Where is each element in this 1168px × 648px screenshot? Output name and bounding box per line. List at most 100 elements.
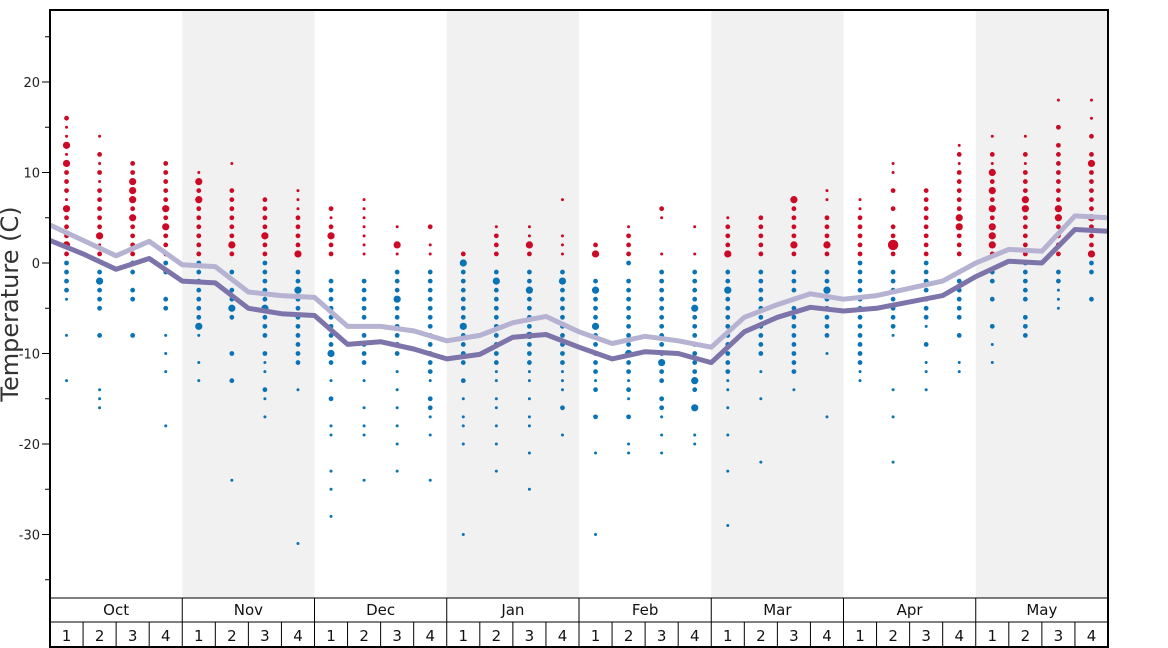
cold-point: [660, 415, 664, 419]
cold-point: [196, 287, 202, 293]
cold-point: [791, 314, 797, 320]
warm-point: [163, 197, 169, 203]
cold-point: [758, 314, 764, 320]
cold-point: [296, 388, 300, 392]
cold-point: [627, 442, 631, 446]
cold-point: [759, 397, 763, 401]
cold-point: [659, 396, 665, 402]
warm-point: [328, 242, 334, 248]
warm-point: [1022, 215, 1028, 221]
cold-point: [890, 314, 896, 320]
cold-point: [692, 278, 698, 284]
cold-point: [230, 478, 234, 482]
warm-point: [791, 233, 797, 239]
warm-point: [891, 161, 895, 165]
cold-point: [725, 351, 731, 356]
warm-point: [591, 250, 600, 258]
cold-point: [956, 314, 962, 320]
warm-point: [956, 152, 962, 157]
cold-point: [98, 397, 102, 401]
cold-point: [924, 361, 928, 365]
cold-point: [329, 433, 333, 437]
cold-point: [492, 277, 500, 285]
warm-point: [1087, 159, 1096, 168]
cold-point: [791, 342, 797, 347]
warm-point: [261, 232, 269, 240]
cold-point: [97, 287, 102, 293]
cold-point: [494, 397, 498, 401]
cold-point: [659, 378, 665, 384]
warm-point: [660, 252, 664, 256]
warm-point: [1089, 152, 1094, 157]
cold-point: [428, 379, 432, 383]
cold-point: [1089, 260, 1094, 266]
warm-point: [956, 170, 962, 175]
warm-point: [988, 187, 996, 195]
warm-point: [65, 198, 69, 202]
warm-point: [725, 233, 731, 239]
week-label: 1: [855, 627, 865, 645]
cold-point: [825, 415, 829, 419]
cold-point: [593, 278, 598, 284]
week-label: 1: [723, 627, 733, 645]
warm-point: [989, 197, 995, 203]
warm-point: [163, 215, 169, 221]
warm-point: [62, 159, 71, 168]
cold-point: [1056, 278, 1061, 284]
cold-point: [262, 296, 268, 302]
cold-point: [460, 360, 466, 365]
cold-point: [923, 287, 929, 293]
cold-point: [427, 323, 433, 329]
cold-point: [228, 304, 236, 312]
cold-point: [427, 342, 433, 347]
cold-point: [626, 369, 631, 374]
cold-point: [64, 287, 69, 293]
warm-point: [1022, 224, 1028, 230]
warm-point: [956, 206, 962, 212]
warm-point: [887, 239, 899, 251]
warm-point: [230, 161, 234, 165]
warm-point: [196, 188, 202, 194]
cold-point: [626, 360, 631, 365]
warm-point: [229, 188, 235, 194]
cold-point: [924, 388, 928, 392]
cold-point: [924, 324, 928, 328]
warm-point: [560, 234, 564, 238]
cold-point: [560, 405, 565, 411]
warm-point: [957, 143, 961, 147]
cold-point: [593, 296, 598, 302]
warm-point: [262, 224, 268, 230]
cold-point: [460, 342, 466, 347]
cold-point: [494, 370, 498, 374]
warm-point: [1056, 179, 1061, 184]
warm-point: [1089, 197, 1094, 203]
cold-point: [295, 342, 301, 347]
warm-point: [758, 242, 764, 248]
week-label: 3: [392, 627, 402, 645]
warm-point: [560, 243, 564, 247]
cold-point: [891, 460, 895, 464]
warm-point: [362, 225, 366, 229]
cold-point: [65, 379, 69, 383]
cold-point: [726, 469, 730, 473]
warm-point: [97, 188, 102, 194]
cold-point: [1056, 288, 1060, 292]
warm-point: [988, 223, 996, 231]
warm-point: [955, 214, 963, 222]
cold-point: [295, 351, 301, 356]
cold-point: [1056, 306, 1060, 310]
warm-point: [989, 215, 995, 221]
warm-point: [97, 206, 102, 212]
month-label: Feb: [632, 601, 659, 619]
cold-point: [329, 469, 333, 473]
cold-point: [626, 260, 631, 266]
cold-point: [493, 360, 499, 365]
cold-point: [329, 514, 333, 518]
cold-point: [560, 388, 564, 392]
cold-point: [1056, 269, 1061, 275]
cold-point: [130, 296, 136, 302]
warm-point: [196, 206, 202, 212]
week-label: 2: [95, 627, 105, 645]
warm-point: [1056, 142, 1061, 148]
cold-point: [527, 415, 531, 419]
